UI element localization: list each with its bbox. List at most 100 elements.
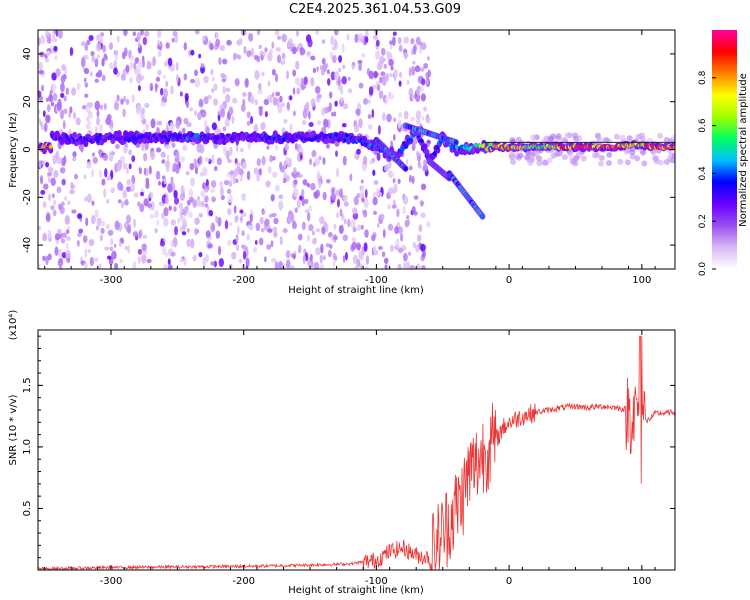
- spectrogram-noise-blob: [351, 237, 357, 242]
- spectrogram-noise-blob: [108, 42, 114, 51]
- spectrogram-noise-blob: [237, 54, 242, 60]
- spectrogram-noise-blob: [211, 154, 215, 164]
- spectrogram-noise-blob: [421, 42, 427, 51]
- spectrogram-noise-blob: [66, 225, 70, 231]
- spectrogram-noise-blob: [393, 68, 398, 79]
- spectrogram-noise-blob: [403, 52, 409, 59]
- spectrogram-noise-blob: [215, 38, 221, 47]
- spectrogram-noise-blob: [38, 70, 44, 75]
- spectrogram-noise-blob: [331, 55, 337, 64]
- spectrogram-noise-blob: [402, 195, 409, 205]
- spectrogram-noise-blob: [103, 103, 107, 111]
- spectrogram-noise-blob: [264, 110, 268, 118]
- spectrogram-noise-blob: [382, 229, 386, 238]
- spectrogram-noise-blob: [404, 219, 410, 228]
- spectrogram-noise-blob: [70, 181, 74, 190]
- spectrogram-noise-blob: [321, 39, 326, 45]
- spectrogram-haze: [524, 154, 531, 161]
- spectrogram-noise-blob: [292, 110, 296, 117]
- spectrogram-noise-blob: [322, 191, 327, 201]
- spectrogram-noise-blob: [332, 235, 338, 241]
- spectrogram-noise-blob: [420, 183, 427, 191]
- spectrogram-noise-blob: [286, 101, 291, 111]
- spectrogram-noise-blob: [43, 232, 47, 241]
- spectrogram-noise-blob: [342, 155, 347, 166]
- spectrogram-noise-blob: [343, 201, 349, 207]
- spectrogram-noise-blob: [334, 100, 338, 107]
- spectrogram-noise-blob: [246, 170, 251, 181]
- spectrogram-noise-blob: [188, 50, 191, 57]
- spectrogram-noise-blob: [38, 118, 41, 123]
- spectrogram-noise-blob: [133, 61, 137, 70]
- spectrogram-noise-blob: [47, 166, 54, 173]
- spectrogram-noise-blob: [244, 78, 249, 88]
- spectrogram-noise-blob: [248, 32, 254, 42]
- spectrogram-noise-blob: [398, 80, 402, 87]
- spectrogram-noise-blob: [156, 120, 161, 126]
- spectrogram-haze: [613, 133, 620, 140]
- spectrogram-noise-blob: [47, 229, 52, 240]
- spectrogram-ridge-point: [195, 132, 200, 138]
- spectrogram-noise-blob: [261, 155, 266, 166]
- snr-multiplier: (x10⁴): [8, 310, 19, 341]
- spectrogram-noise-blob: [131, 94, 135, 103]
- spectrogram-noise-blob: [415, 110, 422, 121]
- spectrogram-noise-blob: [241, 212, 247, 218]
- spectrogram-noise-blob: [155, 76, 161, 82]
- spectrogram-noise-blob: [171, 37, 175, 43]
- spectrogram-noise-blob: [339, 87, 344, 95]
- spectrogram-noise-blob: [224, 220, 229, 230]
- spectrogram-noise-blob: [420, 212, 426, 218]
- spectrogram-noise-blob: [243, 46, 247, 55]
- spectrogram-noise-blob: [270, 194, 275, 202]
- spectrogram-noise-blob: [421, 116, 425, 121]
- spectrogram-haze: [598, 160, 605, 167]
- spectrogram-noise-blob: [164, 160, 171, 168]
- snr-panel: -300 -200 -100 0 100 0.5 1.0 1.5 Height of str…: [8, 310, 676, 596]
- spectrogram-noise-blob: [43, 122, 48, 133]
- spectrogram-noise-blob: [233, 205, 237, 214]
- spectrogram-noise-blob: [271, 41, 275, 49]
- spectrogram-noise-blob: [145, 123, 149, 131]
- spectrogram-noise-blob: [193, 158, 197, 168]
- spectrogram-noise-blob: [84, 43, 88, 52]
- spectrogram-noise-blob: [413, 195, 419, 200]
- spectrogram-noise-blob: [274, 184, 280, 192]
- spectrogram-noise-blob: [128, 149, 133, 156]
- spectrogram-noise-blob: [200, 63, 205, 68]
- spectrogram-noise-blob: [246, 120, 251, 126]
- spectrogram-noise-blob: [96, 116, 100, 126]
- spectrogram-noise-blob: [386, 113, 392, 123]
- spectrogram-noise-blob: [40, 35, 46, 45]
- spectrogram-noise-blob: [140, 30, 144, 36]
- spectrogram-noise-blob: [46, 50, 51, 57]
- spectrogram-noise-blob: [418, 224, 423, 233]
- spectrogram-noise-blob: [270, 257, 277, 263]
- spectrogram-noise-blob: [383, 63, 388, 69]
- spectrogram-noise-blob: [186, 199, 191, 206]
- spectrogram-noise-blob: [192, 198, 198, 208]
- spectrogram-noise-blob: [167, 183, 173, 193]
- spectrogram-noise-blob: [156, 219, 160, 226]
- spectrogram-noise-blob: [329, 51, 333, 59]
- spectrogram-noise-blob: [266, 244, 272, 250]
- spectrogram-noise-blob: [161, 212, 165, 220]
- spectrogram-noise-blob: [198, 98, 204, 107]
- spectrogram-noise-blob: [91, 214, 96, 225]
- spectrogram-noise-blob: [302, 119, 307, 126]
- spectrogram-noise-blob: [360, 184, 365, 194]
- spectrogram-haze: [546, 157, 553, 164]
- spectrogram-noise-blob: [280, 60, 286, 65]
- spectrogram-noise-blob: [381, 76, 387, 86]
- spectrogram-noise-blob: [113, 67, 118, 75]
- spectrogram-noise-blob: [318, 181, 322, 189]
- spectrogram-noise-blob: [420, 93, 427, 102]
- spectrogram-noise-blob: [246, 233, 250, 241]
- colorbar-tick-label: 0.4: [698, 166, 708, 181]
- spectrogram-noise-blob: [113, 49, 119, 56]
- spectrogram-noise-blob: [203, 119, 208, 128]
- spectrogram-noise-blob: [171, 142, 176, 148]
- spectrogram-noise-blob: [425, 79, 429, 85]
- spectrogram-noise-blob: [392, 178, 396, 184]
